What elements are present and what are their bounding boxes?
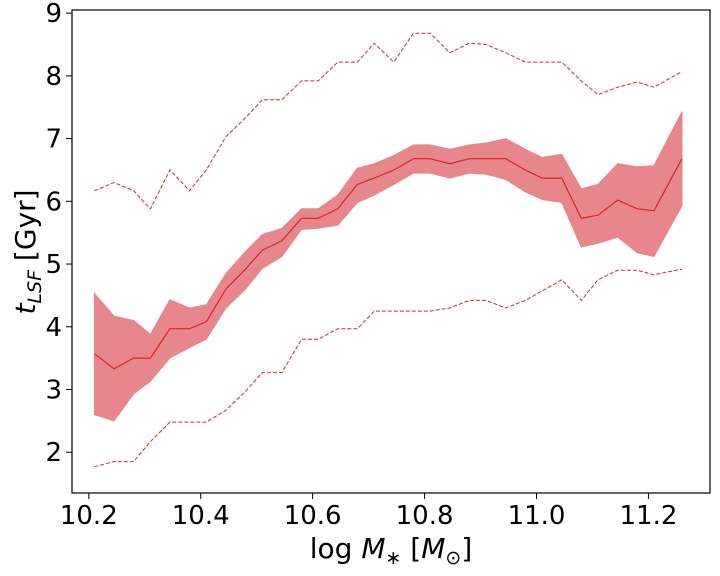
x-tick-label: 10.8 xyxy=(396,501,454,531)
plot-layer xyxy=(93,32,683,468)
x-tick-label: 10.2 xyxy=(60,501,118,531)
y-tick-label: 9 xyxy=(45,0,62,29)
y-tick-label: 7 xyxy=(45,125,62,155)
x-tick-label: 11.0 xyxy=(508,501,566,531)
x-tick-label: 10.6 xyxy=(284,501,342,531)
series-upper-envelope xyxy=(94,32,683,210)
y-tick-label: 6 xyxy=(45,187,62,217)
y-tick-label: 5 xyxy=(45,250,62,280)
ticks-layer: 10.2 10.4 10.6 10.8 11.0 11.2 2 3 4 5 6 7 8 9 xyxy=(45,0,677,531)
y-tick-label: 3 xyxy=(45,376,62,406)
y-axis-label: tLSF [Gyr] xyxy=(9,189,46,314)
plot-frame xyxy=(71,9,711,494)
series-median xyxy=(94,158,683,370)
series-lower-envelope xyxy=(94,268,683,468)
y-tick-label: 2 xyxy=(45,438,62,468)
x-tick-label: 11.2 xyxy=(619,501,677,531)
y-tick-label: 8 xyxy=(45,62,62,92)
x-tick-label: 10.4 xyxy=(172,501,230,531)
series-band xyxy=(93,111,683,422)
y-tick-label: 4 xyxy=(45,313,62,343)
x-axis-label: log M∗ [M⊙] xyxy=(310,532,473,569)
